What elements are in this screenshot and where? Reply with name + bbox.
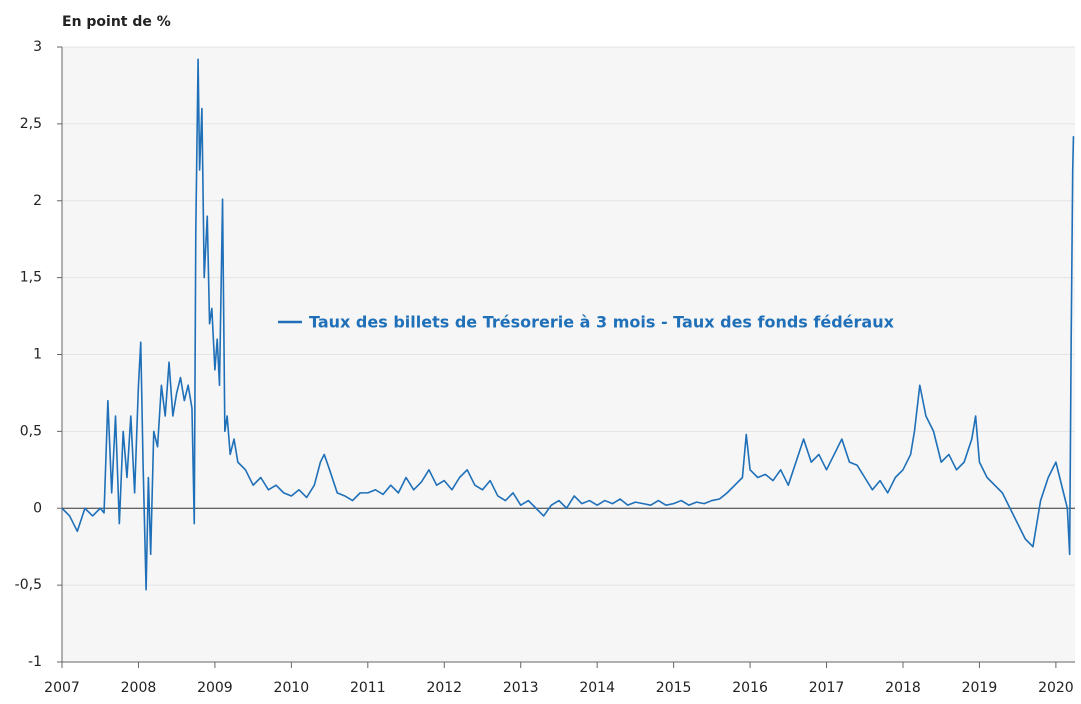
x-tick-label: 2013 [503,680,539,696]
x-tick-label: 2017 [809,680,845,696]
x-tick-label: 2007 [44,680,80,696]
y-tick-label: 0 [33,500,42,516]
x-tick-label: 2019 [962,680,998,696]
x-tick-label: 2018 [885,680,921,696]
x-tick-label: 2016 [732,680,768,696]
y-tick-label: 2,5 [20,116,42,132]
y-tick-label: 1,5 [20,270,42,286]
x-tick-label: 2008 [121,680,157,696]
x-tick-label: 2012 [426,680,462,696]
legend-label: Taux des billets de Trésorerie à 3 mois … [309,313,895,332]
x-tick-label: 2011 [350,680,386,696]
y-tick-label: 2 [33,193,42,209]
x-tick-label: 2014 [579,680,615,696]
x-tick-label: 2009 [197,680,233,696]
x-tick-label: 2015 [656,680,692,696]
y-axis-label: En point de % [62,14,171,30]
y-tick-label: 1 [33,347,42,363]
x-tick-label: 2020 [1038,680,1074,696]
x-tick-label: 2010 [274,680,310,696]
data-line [61,58,1075,591]
y-tick-label: -1 [28,654,42,670]
y-tick-label: 0,5 [20,423,42,439]
y-tick-label: -0,5 [15,577,42,593]
y-tick-label: 3 [33,39,42,55]
